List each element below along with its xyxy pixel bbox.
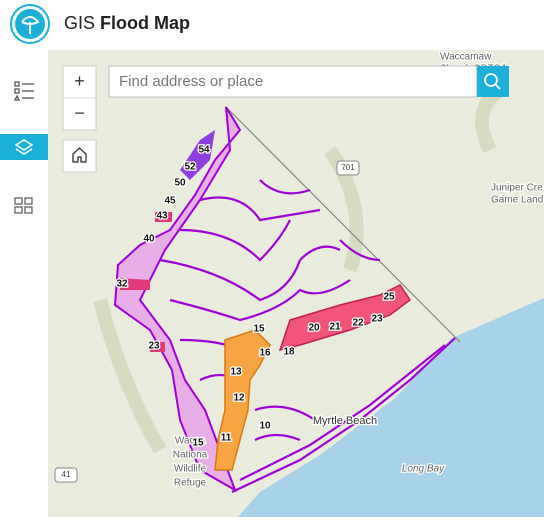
- zone-label: 21: [329, 322, 341, 333]
- logo-tree: [21, 16, 40, 34]
- zone-label: 16: [259, 348, 271, 359]
- flood-zone-west: [113, 106, 242, 493]
- zone-label: 10: [259, 421, 271, 432]
- place-label: Long Bay: [402, 464, 445, 475]
- place-label: Game Land: [491, 195, 543, 206]
- place-label: Nationa: [173, 450, 208, 461]
- layers-icon: [14, 139, 34, 155]
- zone-label: 23: [148, 341, 160, 352]
- flood-zone-segments: [120, 212, 172, 352]
- ocean: [238, 298, 544, 517]
- search-button[interactable]: [477, 66, 509, 97]
- zone-label: 12: [233, 393, 245, 404]
- zone-label: 43: [156, 211, 168, 222]
- title: GIS Flood Map: [64, 13, 190, 33]
- search-box[interactable]: [108, 65, 478, 98]
- zoom-in[interactable]: +: [74, 71, 85, 91]
- zone-label: 45: [164, 196, 176, 207]
- place-label: Wildlife: [174, 464, 207, 475]
- legend-icon[interactable]: [13, 81, 34, 101]
- road-shield-label: 701: [341, 163, 355, 172]
- flood-channels: [159, 179, 456, 493]
- zone-label: 11: [221, 433, 232, 444]
- county-boundary: [225, 106, 461, 343]
- layers-tab-active[interactable]: [0, 134, 48, 160]
- zone-label: 32: [116, 279, 128, 290]
- road-shield: [54, 467, 78, 483]
- sidebar: [0, 50, 48, 517]
- zone-label: 18: [283, 347, 295, 358]
- home-button[interactable]: [62, 139, 97, 173]
- search-icon: [484, 73, 498, 87]
- zone-label: 54: [198, 145, 210, 156]
- zone-label: 13: [230, 367, 242, 378]
- zone-label: 15: [192, 438, 204, 449]
- place-label: Refuge: [174, 478, 207, 489]
- zoom-controls: + −: [62, 65, 97, 173]
- flood-zone-moderate: [214, 329, 271, 471]
- place-label: Waccamaw: [440, 52, 492, 63]
- search-placeholder: Find address or place: [119, 73, 263, 90]
- flood-zone-high: [278, 284, 412, 352]
- search-icon-handle: [494, 83, 501, 90]
- zone-label: 25: [383, 292, 395, 303]
- map[interactable]: [48, 50, 544, 517]
- zone-label: 52: [184, 162, 196, 173]
- road-shield: [336, 160, 360, 176]
- road-shield-label: 41: [62, 470, 71, 479]
- zone-label: 15: [253, 324, 265, 335]
- title-bold: Flood Map: [100, 13, 190, 33]
- zone-label: 40: [143, 234, 155, 245]
- home-icon: [72, 147, 87, 163]
- zoom-out[interactable]: −: [74, 103, 85, 123]
- place-label: Myrtle Beach: [313, 415, 377, 427]
- flood-zone-north: [180, 130, 215, 180]
- title-light: GIS: [64, 13, 95, 33]
- place-label: Juniper Cre: [491, 183, 543, 194]
- basemap-icon[interactable]: [14, 197, 33, 214]
- zone-label: 23: [371, 314, 383, 325]
- zone-label: 22: [352, 318, 364, 329]
- zone-label: 20: [308, 323, 320, 334]
- header: [0, 0, 544, 50]
- zone-label: 50: [174, 178, 186, 189]
- place-label: Wacca: [175, 436, 206, 447]
